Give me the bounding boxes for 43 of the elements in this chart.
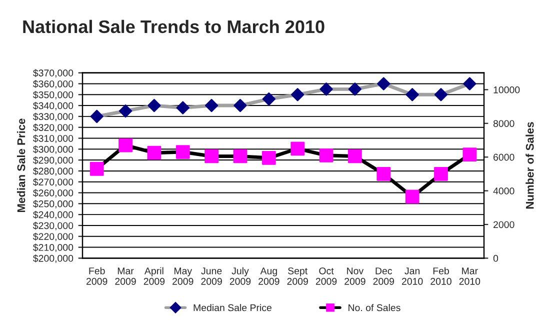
- x-tick-label: July 2009: [230, 267, 251, 285]
- y-tick-label: $220,000: [33, 232, 74, 242]
- y2-tick-label: 0: [493, 254, 498, 262]
- x-tick-label: Aug 2009: [258, 268, 280, 285]
- y-tick-label: $200,000: [33, 254, 74, 263]
- y-tick-label: $330,000: [33, 112, 74, 122]
- y-tick-label: $280,000: [33, 167, 74, 176]
- y-tick-label: $290,000: [33, 156, 74, 165]
- legend-label: No. of Sales: [348, 304, 400, 312]
- x-tick-label: Jan 2010: [402, 268, 423, 285]
- y-axis-title: Median Sale Price: [17, 118, 26, 212]
- x-tick-label: June 2009: [201, 268, 222, 285]
- y-tick-label: $230,000: [33, 222, 74, 230]
- y2-axis-title: Number of Sales: [526, 122, 534, 209]
- y2-tick-label: 2000: [494, 221, 514, 228]
- legend-label: Median Sale Price: [194, 304, 272, 312]
- y-tick-label: $210,000: [33, 244, 74, 252]
- y2-tick-label: 4000: [493, 188, 514, 194]
- y2-tick-label: 8000: [493, 120, 514, 127]
- x-tick-label: Dec 2009: [373, 268, 394, 285]
- y-tick-label: $310,000: [33, 134, 74, 144]
- x-tick-label: Nov 2009: [344, 268, 366, 285]
- y-tick-label: $250,000: [33, 200, 74, 208]
- y-tick-label: $360,000: [33, 80, 74, 88]
- y-tick-label: $240,000: [33, 210, 74, 220]
- y-tick-label: $320,000: [33, 124, 74, 132]
- y-tick-label: $300,000: [33, 145, 74, 154]
- y2-tick-label: 10000: [494, 86, 520, 94]
- y-tick-label: $350,000: [33, 90, 74, 100]
- x-tick-label: May 2009: [172, 268, 194, 285]
- x-tick-label: Sept 2009: [287, 267, 308, 285]
- y-tick-label: $370,000: [33, 69, 74, 78]
- y-tick-label: $270,000: [33, 178, 74, 187]
- x-tick-label: April 2009: [144, 267, 165, 285]
- y-tick-label: $340,000: [33, 102, 74, 110]
- y2-tick-label: 6000: [494, 154, 514, 161]
- y-tick-label: $260,000: [33, 189, 74, 198]
- chart-title: National Sale Trends to March 2010: [23, 20, 324, 34]
- x-tick-label: Mar 2010: [459, 268, 480, 285]
- x-tick-label: Feb 2010: [430, 267, 452, 285]
- x-tick-label: Mar 2009: [115, 268, 136, 285]
- x-tick-label: Feb 2009: [86, 267, 108, 285]
- x-tick-label: Oct 2009: [316, 267, 337, 285]
